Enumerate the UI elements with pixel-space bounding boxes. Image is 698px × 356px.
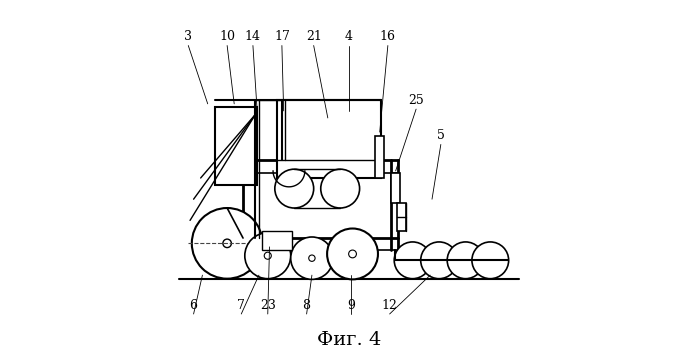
Circle shape (291, 237, 333, 279)
Text: 16: 16 (380, 30, 396, 43)
Text: 6: 6 (190, 299, 198, 312)
Text: 25: 25 (408, 94, 424, 107)
Text: 21: 21 (306, 30, 322, 43)
Circle shape (394, 242, 431, 279)
Text: 10: 10 (219, 30, 235, 43)
Text: 23: 23 (260, 299, 276, 312)
Circle shape (321, 169, 359, 208)
Text: 5: 5 (437, 129, 445, 142)
Circle shape (309, 255, 315, 261)
Bar (392, 173, 400, 203)
Bar (215, 108, 257, 185)
Text: 14: 14 (245, 30, 261, 43)
Text: 17: 17 (274, 30, 290, 43)
Circle shape (421, 242, 457, 279)
Bar (276, 100, 381, 178)
Circle shape (265, 252, 272, 259)
Circle shape (327, 229, 378, 279)
Circle shape (275, 169, 313, 208)
Bar (396, 203, 406, 231)
Text: 12: 12 (382, 299, 398, 312)
Text: 4: 4 (345, 30, 353, 43)
Circle shape (472, 242, 509, 279)
Circle shape (192, 208, 262, 279)
Text: 3: 3 (184, 30, 192, 43)
Circle shape (245, 233, 291, 279)
Bar (262, 231, 292, 250)
Circle shape (447, 242, 484, 279)
Text: 9: 9 (347, 299, 355, 312)
Text: Фиг. 4: Фиг. 4 (317, 331, 381, 350)
Circle shape (348, 250, 357, 258)
Bar (376, 136, 385, 178)
Text: 8: 8 (303, 299, 311, 312)
Circle shape (223, 239, 231, 247)
Text: 7: 7 (237, 299, 245, 312)
